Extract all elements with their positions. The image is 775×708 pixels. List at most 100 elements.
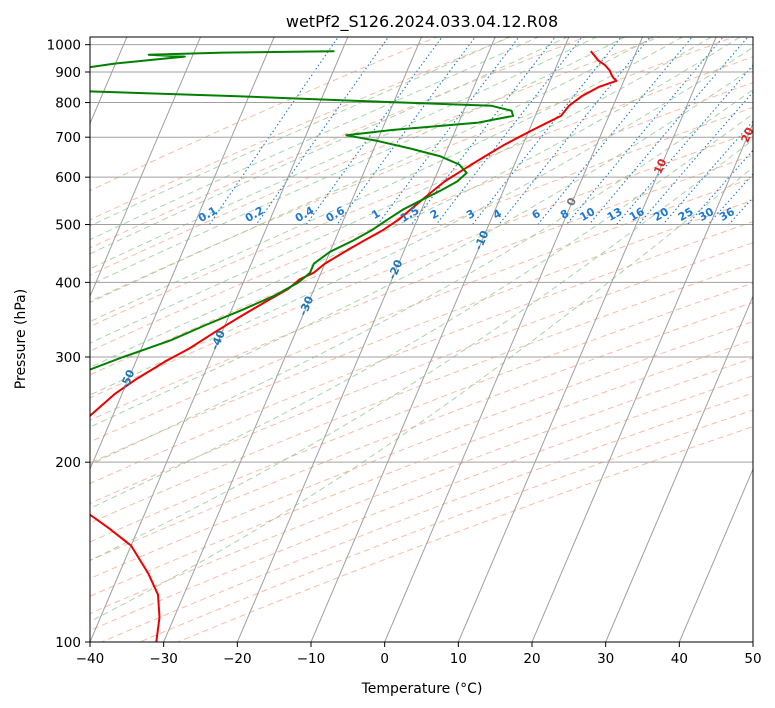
isotherm-label: -40: [208, 328, 228, 352]
mixing-ratio-label: 1: [369, 207, 382, 222]
isotherm-label: 20: [739, 125, 757, 144]
mixing-ratio-line: [638, 91, 753, 225]
dry-adiabat-line: [90, 282, 753, 543]
dewpoint-series-line: [90, 50, 515, 371]
mixing-ratio-line: [707, 173, 753, 225]
isotherm-line: [384, 37, 643, 642]
isotherm-line: [236, 37, 496, 642]
mixing-ratio-line: [687, 149, 753, 225]
mixing-ratio-label: 3: [464, 207, 477, 222]
moist-adiabat-line: [90, 37, 655, 303]
y-tick-label: 400: [55, 275, 81, 291]
isotherm-line: [457, 37, 717, 642]
y-tick-label: 1000: [47, 38, 81, 54]
y-tick-label: 100: [55, 635, 81, 651]
moist-adiabat-line: [90, 89, 753, 466]
mixing-ratio-line: [435, 37, 583, 225]
mixing-ratio-label: 30: [696, 205, 716, 224]
mixing-ratio-label: 0.6: [324, 204, 348, 225]
axes: −40 −30 −20 −10 0 10 20 30 40 5010020030040050060…: [47, 38, 762, 667]
dry-adiabat-line: [90, 375, 753, 631]
mixing-ratio-line: [588, 37, 749, 225]
mixing-ratio-label: 0.1: [196, 204, 219, 225]
isotherm-line: [90, 37, 201, 298]
dry-adiabat-line: [90, 37, 513, 221]
mixing-ratio-line: [616, 64, 753, 225]
isotherm-label: -50: [118, 367, 138, 391]
isotherm-line: [90, 37, 349, 642]
x-tick-label: −40: [76, 651, 105, 667]
temperature-series-line: [90, 50, 618, 642]
isotherm-label: -30: [296, 294, 316, 318]
mixing-ratio-line: [728, 196, 753, 225]
y-tick-label: 900: [55, 65, 81, 81]
moist-adiabat-line: [90, 67, 753, 428]
mixing-ratio-label: 0.4: [293, 204, 317, 225]
x-tick-label: 20: [523, 651, 540, 667]
mixing-ratio-label: 1.5: [398, 204, 421, 225]
x-tick-label: 40: [671, 651, 688, 667]
mixing-ratio-line: [305, 37, 443, 225]
isotherm-line: [90, 37, 275, 471]
mixing-ratio-label: 16: [627, 205, 647, 224]
mixing-ratio-label: 0.2: [243, 204, 266, 225]
mixing-ratio-line: [662, 120, 753, 225]
isotherm-line: [531, 122, 753, 642]
moist-adiabat-line: [90, 113, 753, 510]
y-tick-label: 600: [55, 170, 81, 186]
isotherm-line: [163, 37, 422, 642]
x-tick-label: 30: [597, 651, 614, 667]
mixing-ratio-label: 2: [428, 207, 441, 222]
moist-adiabat-line: [90, 37, 626, 286]
dry-adiabat-line: [90, 37, 587, 249]
moist-adiabat-line: [90, 37, 511, 227]
dry-adiabat-line: [90, 56, 753, 328]
y-tick-label: 500: [55, 217, 81, 233]
dry-adiabat-line: [90, 37, 438, 192]
x-tick-label: 10: [450, 651, 467, 667]
mixing-ratio-line: [566, 37, 724, 225]
mixing-ratio-line: [336, 37, 476, 225]
x-axis-title: Temperature (°C): [361, 681, 483, 697]
mixing-ratio-line: [537, 37, 693, 225]
chart-title: wetPf2_S126.2024.033.04.12.R08: [286, 12, 558, 32]
moist-adiabat-line: [90, 37, 598, 270]
dry-adiabat-line: [90, 262, 753, 524]
mixing-ratio-label: 25: [676, 205, 696, 224]
isotherm-line: [605, 295, 753, 642]
background-lines: [90, 37, 753, 642]
mixing-ratio-label: 20: [651, 205, 671, 224]
moist-adiabat-line: [90, 166, 753, 623]
dry-adiabat-line: [90, 339, 753, 597]
isotherm-line: [678, 467, 753, 642]
isotherm-line: [752, 640, 753, 642]
dry-adiabat-line: [90, 154, 753, 421]
moist-adiabat-line: [90, 46, 753, 396]
series-lines: [90, 50, 618, 642]
moist-adiabat-line: [90, 37, 569, 255]
dry-adiabat-line: [90, 81, 753, 352]
x-tick-label: −30: [149, 651, 178, 667]
y-tick-label: 200: [55, 455, 81, 471]
dry-adiabat-line: [90, 37, 736, 302]
plot-frame: [89, 36, 754, 643]
dry-adiabat-line: [176, 426, 753, 642]
isotherm-line: [310, 37, 570, 642]
x-tick-label: −10: [297, 651, 326, 667]
dry-adiabat-line: [90, 320, 753, 580]
x-tick-label: 50: [744, 651, 761, 667]
y-tick-label: 700: [55, 130, 81, 146]
moist-adiabat-line: [90, 37, 540, 241]
moist-adiabat-line: [90, 37, 741, 368]
mixing-ratio-line: [209, 37, 339, 225]
moist-adiabat-line: [90, 37, 713, 344]
x-tick-label: 0: [380, 651, 389, 667]
moist-adiabat-line: [90, 139, 753, 561]
mixing-ratio-line: [255, 37, 390, 225]
dry-adiabat-line: [90, 221, 753, 485]
isotherm-label: 10: [651, 156, 669, 175]
dry-adiabat-line: [90, 177, 753, 443]
y-tick-label: 800: [55, 96, 81, 112]
